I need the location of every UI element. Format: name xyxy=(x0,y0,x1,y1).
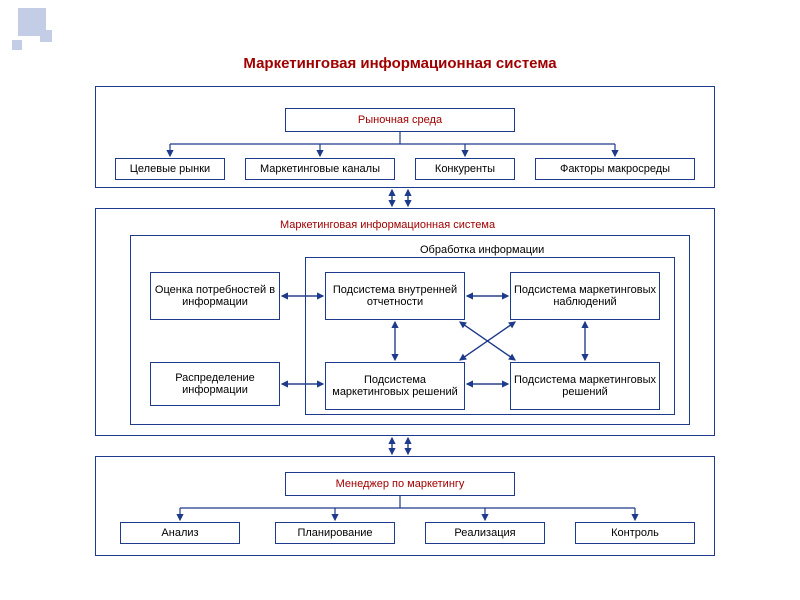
box-planning: Планирование xyxy=(275,522,395,544)
box-analysis: Анализ xyxy=(120,522,240,544)
box-competitors: Конкуренты xyxy=(415,158,515,180)
deco-square xyxy=(40,30,52,42)
box-distribution: Распределение информации xyxy=(150,362,280,406)
box-marketing-observations: Подсистема маркетинговых наблюдений xyxy=(510,272,660,320)
box-control: Контроль xyxy=(575,522,695,544)
box-marketing-decisions-2: Подсистема маркетинговых решений xyxy=(510,362,660,410)
label-mis: Маркетинговая информационная система xyxy=(280,219,495,231)
box-marketing-decisions-1: Подсистема маркетинговых решений xyxy=(325,362,465,410)
box-internal-reporting: Подсистема внутренней отчетности xyxy=(325,272,465,320)
deco-square xyxy=(12,40,22,50)
box-needs-assessment: Оценка потребностей в информации xyxy=(150,272,280,320)
page-title: Маркетинговая информационная система xyxy=(0,55,800,72)
box-marketing-manager: Менеджер по маркетингу xyxy=(285,472,515,496)
box-marketing-channels: Маркетинговые каналы xyxy=(245,158,395,180)
box-market-env: Рыночная среда xyxy=(285,108,515,132)
box-target-markets: Целевые рынки xyxy=(115,158,225,180)
label-processing: Обработка информации xyxy=(420,244,544,256)
box-macro-factors: Факторы макросреды xyxy=(535,158,695,180)
box-realization: Реализация xyxy=(425,522,545,544)
